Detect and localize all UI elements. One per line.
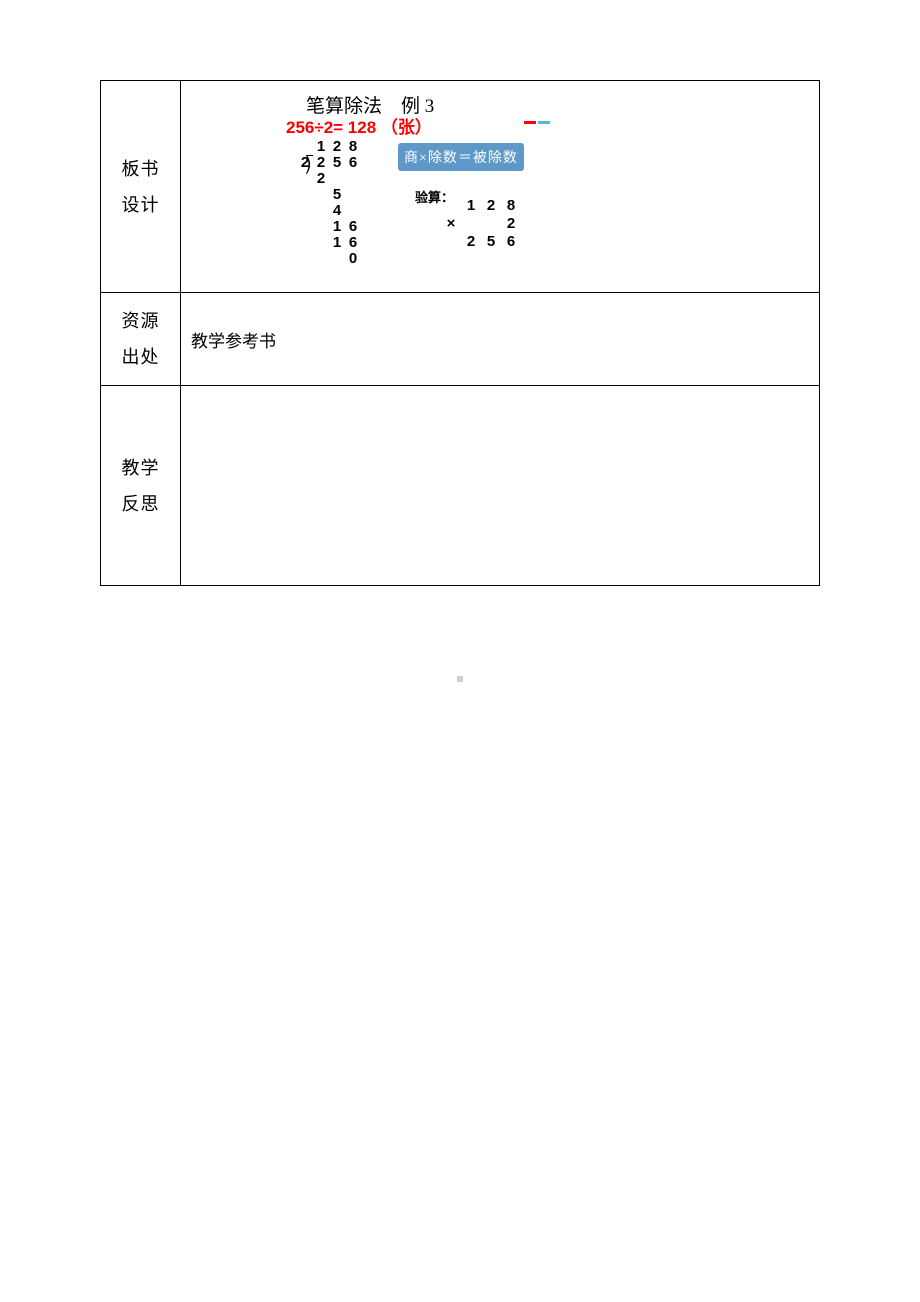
label-text: 资源 [122, 311, 160, 331]
content-reflection [181, 386, 820, 586]
q1: 1 [313, 139, 329, 155]
label-resource: 资源 出处 [101, 293, 181, 386]
division-bracket-icon: ⟌ [305, 156, 313, 179]
dash-cyan-icon [538, 121, 550, 124]
board-canvas: 笔算除法 例 3 256÷2= 128 （张） 1 2 8 [191, 89, 809, 284]
s6: 0 [345, 251, 361, 267]
formula-badge: 商×除数＝被除数 [398, 143, 524, 171]
label-text: 出处 [122, 347, 160, 367]
content-resource: 教学参考书 [181, 293, 820, 386]
label-text: 设计 [122, 195, 160, 215]
lesson-plan-table: 板书 设计 笔算除法 例 3 256÷2= 128 （张） 1 2 [100, 80, 820, 586]
resource-text: 教学参考书 [191, 332, 276, 351]
label-text: 反思 [122, 494, 160, 514]
row-reflection: 教学 反思 [101, 386, 820, 586]
s4b: 6 [345, 219, 361, 235]
s3: 4 [329, 203, 345, 219]
board-equation: 256÷2= 128 （张） [286, 113, 432, 138]
q2: 2 [329, 139, 345, 155]
label-reflection: 教学 反思 [101, 386, 181, 586]
row-board-design: 板书 设计 笔算除法 例 3 256÷2= 128 （张） 1 2 [101, 81, 820, 293]
d2: 5 [329, 155, 345, 171]
d3: 6 [345, 155, 361, 171]
page-marker-icon [457, 676, 463, 682]
s2: 5 [329, 187, 345, 203]
q3: 8 [345, 139, 361, 155]
label-board: 板书 设计 [101, 81, 181, 293]
color-dashes [524, 109, 550, 129]
label-text: 教学 [122, 458, 160, 478]
label-text: 板书 [122, 159, 160, 179]
dash-red-icon [524, 121, 536, 124]
s5b: 6 [345, 235, 361, 251]
s1: 2 [313, 171, 329, 187]
s5a: 1 [329, 235, 345, 251]
row-resource: 资源 出处 教学参考书 [101, 293, 820, 386]
content-board: 笔算除法 例 3 256÷2= 128 （张） 1 2 8 [181, 81, 820, 293]
s4a: 1 [329, 219, 345, 235]
verify-multiplication: 1 2 8 × 2 2 5 [441, 197, 521, 251]
d1: 2 [313, 155, 329, 171]
